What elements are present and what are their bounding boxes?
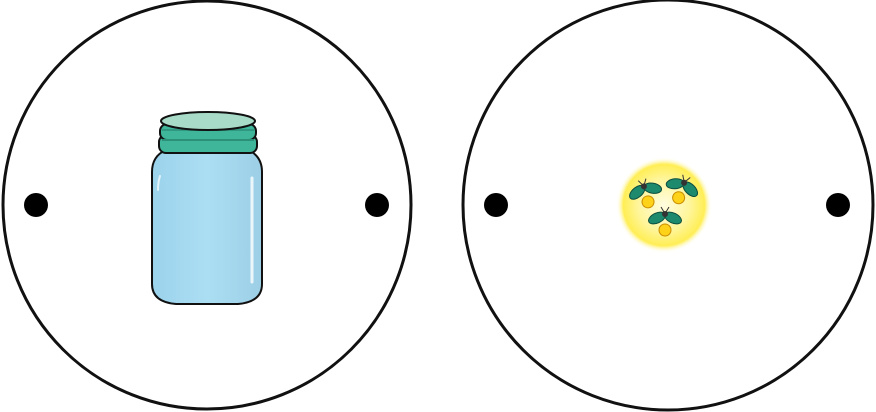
mason-jar-icon [151, 111, 263, 305]
firefly [648, 206, 682, 237]
right-disc-hole-left[interactable] [484, 193, 508, 217]
firefly [665, 174, 699, 205]
left-disc-hole-left[interactable] [24, 193, 48, 217]
firefly [629, 178, 663, 209]
firefly-glow [616, 157, 712, 253]
left-disc-hole-right[interactable] [365, 193, 389, 217]
right-disc-hole-right[interactable] [826, 193, 850, 217]
fireflies-icon [616, 157, 712, 253]
right-disc [461, 0, 875, 412]
left-disc [1, 0, 413, 411]
